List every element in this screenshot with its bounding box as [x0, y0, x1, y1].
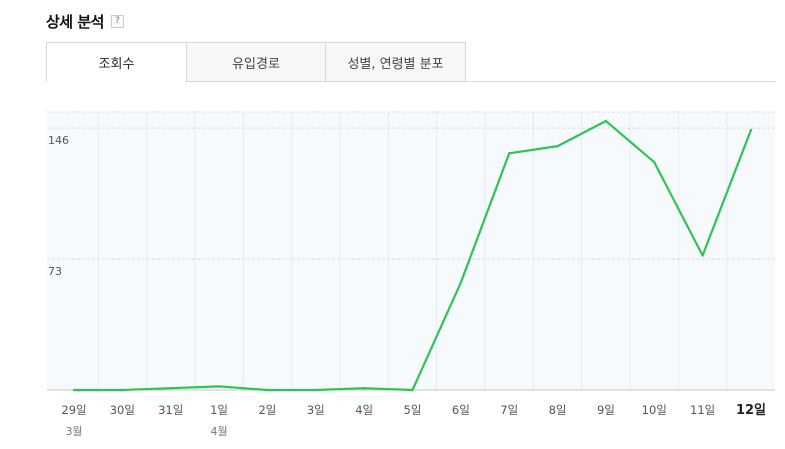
x-tick-label: 10일	[642, 403, 667, 417]
data-point	[217, 385, 221, 388]
data-point	[556, 144, 559, 148]
y-tick-label: 146	[48, 134, 69, 147]
x-tick-label: 31일	[158, 403, 183, 417]
x-tick-label: 4일	[355, 403, 373, 417]
x-tick-label: 2일	[258, 403, 276, 417]
data-point	[508, 152, 511, 155]
help-icon[interactable]: ?	[110, 14, 124, 28]
data-point	[362, 387, 366, 390]
y-tick-label: 73	[48, 265, 62, 278]
x-tick-label: 11일	[690, 403, 715, 417]
data-point	[72, 388, 76, 392]
x-tick-label: 29일	[61, 403, 86, 417]
section-title: 상세 분석	[46, 12, 104, 31]
data-point	[701, 254, 704, 257]
data-point	[121, 388, 124, 392]
tab-bar: 조회수 유입경로 성별, 연령별 분포	[46, 42, 775, 83]
section-header: 상세 분석 ?	[46, 10, 124, 32]
data-point	[266, 388, 269, 392]
x-tick-label: 3일	[307, 403, 325, 417]
data-point	[459, 281, 463, 284]
tab-views[interactable]: 조회수	[46, 42, 187, 83]
x-tick-label: 8일	[549, 403, 567, 417]
tab-traffic-sources[interactable]: 유입경로	[186, 42, 326, 82]
data-point	[314, 388, 317, 392]
x-month-label: 3월	[65, 425, 82, 438]
data-point	[749, 128, 753, 132]
views-line-chart: 73 146 29일 30일 31일 1일 2일 3일 4일 5일 6일 7일 8일 9일 10일 11일 12…	[47, 111, 775, 438]
data-point	[604, 119, 608, 123]
x-tick-label: 6일	[452, 403, 470, 417]
data-point	[169, 387, 172, 390]
x-tick-label: 5일	[404, 403, 422, 417]
x-month-label: 4월	[211, 425, 228, 438]
x-tick-label: 9일	[597, 403, 615, 417]
tab-gender-age-distribution[interactable]: 성별, 연령별 분포	[325, 42, 466, 82]
x-tick-label: 12일	[736, 403, 766, 418]
x-tick-label: 7일	[500, 403, 518, 417]
plot-area	[47, 112, 775, 390]
x-tick-label: 30일	[110, 403, 135, 417]
data-point	[653, 161, 656, 164]
data-point	[411, 388, 414, 392]
x-tick-label: 1일	[210, 403, 228, 417]
